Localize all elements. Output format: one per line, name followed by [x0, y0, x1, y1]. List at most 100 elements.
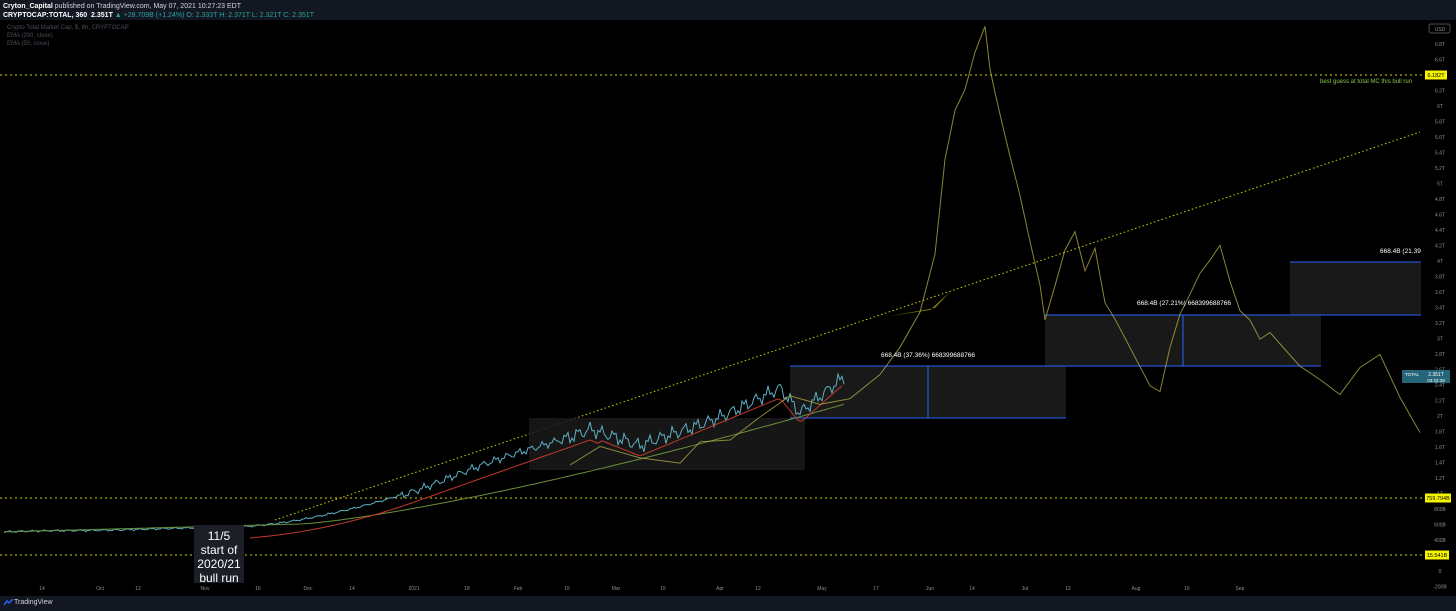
y-tick-label: -200B — [1433, 585, 1447, 591]
y-tick-label: 1.8T — [1435, 430, 1445, 436]
y-tick-label: 4.2T — [1435, 244, 1445, 250]
y-tick-label: 6T — [1437, 104, 1443, 110]
x-tick-label: 12 — [1065, 586, 1071, 592]
legend-ema200: EMA (200, close) — [7, 33, 53, 39]
currency-button-label: USD — [1435, 27, 1446, 33]
callout-line: bull run — [199, 571, 239, 585]
top-level-tag — [1425, 70, 1447, 80]
chart-header: Cryton_Capital published on TradingView.… — [0, 0, 1456, 20]
y-tick-label: 5.6T — [1435, 135, 1445, 141]
x-tick-label: 14 — [39, 586, 45, 592]
publish-line: Cryton_Capital published on TradingView.… — [3, 2, 1456, 11]
top-level-tag-label: 6.182T — [1427, 73, 1445, 79]
x-tick-label: Oct — [96, 586, 104, 592]
y-tick-label: 3.8T — [1435, 275, 1445, 281]
current-price-tag — [1422, 370, 1450, 383]
current-symbol-label: TOTAL — [1405, 372, 1420, 377]
y-tick-label: 3.4T — [1435, 306, 1445, 312]
x-tick-label: 14 — [969, 586, 975, 592]
x-tick-label: Mar — [612, 586, 621, 592]
y-tick-label: 0 — [1439, 569, 1442, 575]
x-tick-label: Nov — [201, 586, 210, 592]
x-tick-label: 18 — [464, 586, 470, 592]
y-tick-label: 1.2T — [1435, 476, 1445, 482]
ema200-line — [3, 403, 845, 533]
x-tick-label: 17 — [873, 586, 879, 592]
projection-line — [569, 26, 1421, 466]
ema50-line — [249, 385, 843, 539]
y-tick-label: 4.8T — [1435, 197, 1445, 203]
x-tick-label: 16 — [1184, 586, 1190, 592]
legend-symbol: Crypto Total Market Cap, $, 6h, CRYPTOCA… — [7, 25, 129, 31]
tradingview-logo-icon[interactable] — [3, 598, 14, 608]
y-tick-label: 1.6T — [1435, 445, 1445, 451]
legend-ema50: EMA (50, close) — [7, 41, 50, 47]
y-tick-label: 5.4T — [1435, 151, 1445, 157]
y-tick-label: 6.2T — [1435, 89, 1445, 95]
y-tick-label: 2.2T — [1435, 399, 1445, 405]
published-text: published on TradingView.com, May 07, 20… — [54, 3, 242, 10]
y-tick-label: 5.2T — [1435, 166, 1445, 172]
consolidation-box — [529, 418, 805, 470]
measure-1-label: 668.4B (37.36%) 668399688766 — [881, 352, 975, 359]
low-level-tag-label: 15.541B — [1427, 553, 1448, 559]
y-tick-label: 4.4T — [1435, 228, 1445, 234]
price-line — [3, 372, 845, 534]
x-tick-label: 12 — [135, 586, 141, 592]
x-tick-label: 15 — [564, 586, 570, 592]
y-tick-label: 6.6T — [1435, 58, 1445, 64]
y-tick-label: 1.4T — [1435, 461, 1445, 467]
measure-2-label: 668.4B (27.21%) 668399688766 — [1137, 300, 1231, 307]
y-tick-label: 800B — [1434, 507, 1446, 513]
y-tick-label: 2.4T — [1435, 383, 1445, 389]
low-level-tag — [1425, 550, 1449, 560]
price-change: ▲ +28.709B (+1.24%) — [114, 12, 185, 19]
bull-run-callout: 11/5 start of 2020/21 bull run — [194, 525, 244, 585]
y-tick-label: 4.6T — [1435, 213, 1445, 219]
x-tick-label: Apr — [716, 586, 724, 592]
mid-level-tag — [1425, 493, 1451, 503]
ohlc-values: O: 2.333T H: 2.371T L: 2.321T C: 2.351T — [186, 12, 314, 19]
callout-line: 2020/21 — [197, 557, 241, 571]
x-tick-label: Dec — [304, 586, 313, 592]
footer-brand[interactable]: TradingView — [14, 599, 53, 606]
y-tick-label: 5.8T — [1435, 120, 1445, 126]
x-tick-label: May — [817, 586, 827, 592]
current-price-label: 2.351T — [1428, 372, 1444, 378]
measure-box-3 — [1290, 262, 1421, 315]
measure-3-label: 668.4B (21.39 — [1380, 248, 1421, 255]
y-tick-label: 2T — [1437, 414, 1443, 420]
y-tick-label: 400B — [1434, 538, 1446, 544]
footer-bar: TradingView — [0, 596, 1456, 611]
y-tick-label: 3.2T — [1435, 321, 1445, 327]
fill-highlight — [890, 292, 950, 316]
indicator-legend: Crypto Total Market Cap, $, 6h, CRYPTOCA… — [7, 24, 129, 48]
last-price: 2.351T — [91, 12, 113, 19]
y-tick-label: 2.8T — [1435, 352, 1445, 358]
price-chart[interactable]: 6.8T6.6T6.4T6.2T6T5.8T5.6T5.4T5.2T5T4.8T… — [0, 20, 1456, 596]
y-tick-label: 5T — [1437, 182, 1443, 188]
current-symbol-tag — [1402, 370, 1422, 383]
y-tick-label: 3.6T — [1435, 290, 1445, 296]
y-tick-label: 4T — [1437, 259, 1443, 265]
publisher-name[interactable]: Cryton_Capital — [3, 3, 53, 10]
y-tick-label: 6.8T — [1435, 42, 1445, 48]
x-tick-label: 16 — [255, 586, 261, 592]
callout-line: 11/5 — [207, 529, 231, 543]
x-tick-label: 12 — [755, 586, 761, 592]
x-tick-label: Jul — [1022, 586, 1028, 592]
countdown-label: 03:32:39 — [1427, 378, 1445, 383]
y-tick-label: 3T — [1437, 337, 1443, 343]
trendline — [274, 131, 1421, 521]
x-tick-label: Feb — [514, 586, 523, 592]
x-tick-label: Sep — [1236, 586, 1245, 592]
x-tick-label: Jun — [926, 586, 934, 592]
mid-level-tag-label: 759.794B — [1426, 496, 1450, 502]
callout-line: start of — [200, 543, 238, 557]
best-guess-annotation: best guess at total MC this bull run — [1320, 79, 1412, 85]
symbol: CRYPTOCAP:TOTAL, 360 — [3, 12, 88, 19]
x-tick-label: 14 — [349, 586, 355, 592]
currency-button — [1428, 23, 1451, 34]
x-tick-label: 15 — [660, 586, 666, 592]
x-tick-label: 2021 — [408, 586, 419, 592]
